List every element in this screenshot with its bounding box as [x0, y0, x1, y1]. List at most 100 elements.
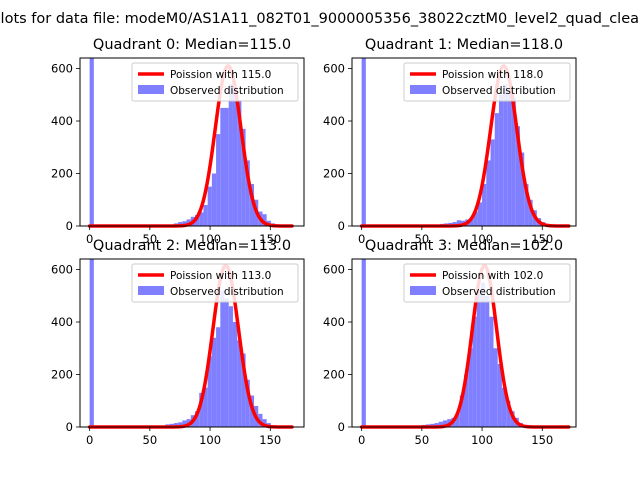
q3-histogram-bar-17: [489, 316, 494, 427]
q1-histogram-bar-14: [494, 113, 499, 227]
q1-histogram-bar-17: [507, 89, 512, 226]
quadrant-0-title: Quadrant 0: Median=115.0: [93, 37, 291, 53]
q3-legend-bar-swatch: [410, 286, 436, 295]
q1-x-tick-label-0: 0: [358, 232, 365, 246]
q3-histogram-bar-11: [464, 374, 469, 427]
q0-legend-entry-poisson: Poission with 115.0: [170, 69, 271, 81]
q2-histogram-bar-9: [199, 392, 204, 428]
quadrant-0-panel: Quadrant 0: Median=115.0 0 50 100 150 0 200 40…: [51, 37, 305, 246]
q1-histogram-bar-15: [498, 94, 504, 226]
q0-histogram-bar-14: [228, 84, 233, 226]
q3-histogram-bar-4: [434, 423, 439, 427]
q0-histogram-bar-15: [232, 86, 238, 227]
q0-histogram-bar-16: [237, 100, 242, 226]
q2-histogram-bar-18: [237, 340, 242, 428]
q0-histogram-bar-0: [89, 58, 94, 226]
q1-histogram-bar-10: [477, 202, 483, 227]
quadrant-1-axes-frame: [351, 57, 577, 227]
q3-y-tick-label-400: 400: [323, 315, 345, 329]
q2-legend-bar-swatch: [138, 286, 164, 295]
q1-y-tick-label-0: 0: [338, 219, 345, 233]
q3-y-tick-label-600: 600: [323, 263, 345, 277]
q0-histogram-bar-10: [211, 173, 217, 226]
q1-histogram-bar-21: [524, 184, 529, 226]
q2-histogram-bar-17: [232, 322, 238, 427]
q2-histogram-bar-14: [220, 290, 225, 427]
quadrant-2-panel: Quadrant 2: Median=113.0 0 50 100 150 0 200 40…: [51, 238, 305, 447]
q2-y-tick-label-400: 400: [51, 315, 73, 329]
q3-y-tick-label-200: 200: [323, 368, 345, 382]
q1-y-tick-label-400: 400: [323, 114, 345, 128]
q2-histogram-bar-10: [203, 387, 208, 428]
q0-legend-entry-observed: Observed distribution: [170, 85, 284, 97]
q1-legend-frame: [403, 62, 571, 102]
q2-histogram-bar-5: [182, 420, 187, 427]
q2-x-tick-label-0: 0: [86, 433, 93, 447]
q1-x-tick-label-50: 50: [415, 232, 430, 246]
q3-histogram-bar-10: [459, 395, 464, 427]
q0-histogram-bar-2: [178, 222, 183, 226]
q0-y-tick-label-0: 0: [66, 219, 73, 233]
quadrant-0-axes-frame: [79, 57, 305, 227]
q3-histogram-bar-9: [455, 412, 460, 427]
q2-histogram-bar-3: [173, 423, 179, 427]
q3-histogram-bar-5: [438, 421, 443, 427]
q2-y-tick-label-200: 200: [51, 368, 73, 382]
q2-legend: Poission with 113.0 Observed distribution: [131, 263, 299, 303]
q1-legend-entry-observed: Observed distribution: [442, 85, 556, 97]
q3-histogram-bar-13: [472, 316, 477, 427]
q3-x-tick-label-0: 0: [358, 433, 365, 447]
quadrant-1-panel: Quadrant 1: Median=118.0 0 50 100 150 0 200 40…: [323, 37, 577, 246]
q1-legend-bar-swatch: [410, 85, 436, 94]
q1-histogram-bar-4: [452, 222, 457, 226]
quadrant-3-axes-frame: [351, 258, 577, 428]
q0-legend: Poission with 115.0 Observed distribution: [131, 62, 299, 102]
q0-histogram-bar-7: [199, 212, 204, 226]
q0-histogram-bar-17: [241, 128, 246, 227]
q3-histogram-bar-6: [442, 420, 448, 427]
q2-x-tick-label-150: 150: [259, 433, 281, 447]
q1-legend-entry-poisson: Poission with 118.0: [442, 69, 543, 81]
q2-histogram-bar-20: [245, 379, 250, 427]
q0-histogram-bar-6: [195, 214, 200, 226]
q1-histogram-bar-12: [486, 160, 491, 227]
q0-y-tick-label-400: 400: [51, 114, 73, 128]
quadrant-2-axes-frame: [79, 258, 305, 428]
q2-histogram-bar-4: [178, 422, 183, 427]
quadrant-1-title: Quadrant 1: Median=118.0: [365, 37, 563, 53]
q3-histogram-bar-19: [497, 364, 502, 427]
q3-histogram-bar-18: [493, 348, 498, 427]
quadrant-3-panel: Quadrant 3: Median=102.0 0 50 100 150 0 200 40…: [323, 238, 577, 447]
q3-histogram-bar-0: [361, 259, 366, 427]
q2-legend-frame: [131, 263, 299, 303]
q2-legend-entry-observed: Observed distribution: [170, 286, 284, 298]
q1-histogram-bar-8: [469, 218, 474, 227]
q2-histogram-bar-19: [241, 353, 246, 427]
q1-y-tick-label-200: 200: [323, 167, 345, 181]
q1-histogram-bar-20: [520, 152, 525, 226]
q3-histogram-bar-15: [480, 282, 486, 428]
q0-histogram-bar-3: [182, 221, 187, 226]
q0-x-tick-label-100: 100: [199, 232, 221, 246]
q1-histogram-bar-16: [503, 84, 508, 226]
q0-histogram-bar-19: [249, 184, 255, 226]
q2-histogram-bar-0: [89, 259, 94, 427]
q2-histogram-bar-24: [262, 419, 267, 428]
q2-x-tick-label-100: 100: [199, 433, 221, 447]
figure-suptitle: Plots for data file: modeM0/AS1A11_082T0…: [0, 11, 640, 27]
q0-legend-bar-swatch: [138, 85, 164, 94]
q2-histogram-bar-15: [224, 298, 229, 428]
q3-histogram-bar-21: [506, 400, 511, 427]
q1-histogram-bar-22: [528, 199, 533, 226]
q3-x-tick-label-50: 50: [415, 433, 430, 447]
q2-y-tick-label-0: 0: [66, 420, 73, 434]
q1-histogram-bar-9: [473, 211, 478, 226]
q0-histogram-bar-22: [262, 214, 267, 226]
q3-legend-entry-poisson: Poission with 102.0: [442, 270, 543, 282]
q0-histogram-bar-18: [245, 160, 250, 227]
q3-histogram-bar-12: [468, 348, 473, 427]
q3-y-tick-label-0: 0: [338, 420, 345, 434]
q1-histogram-bar-11: [482, 184, 487, 226]
q2-x-tick-label-50: 50: [143, 433, 158, 447]
q3-x-tick-label-100: 100: [471, 433, 493, 447]
